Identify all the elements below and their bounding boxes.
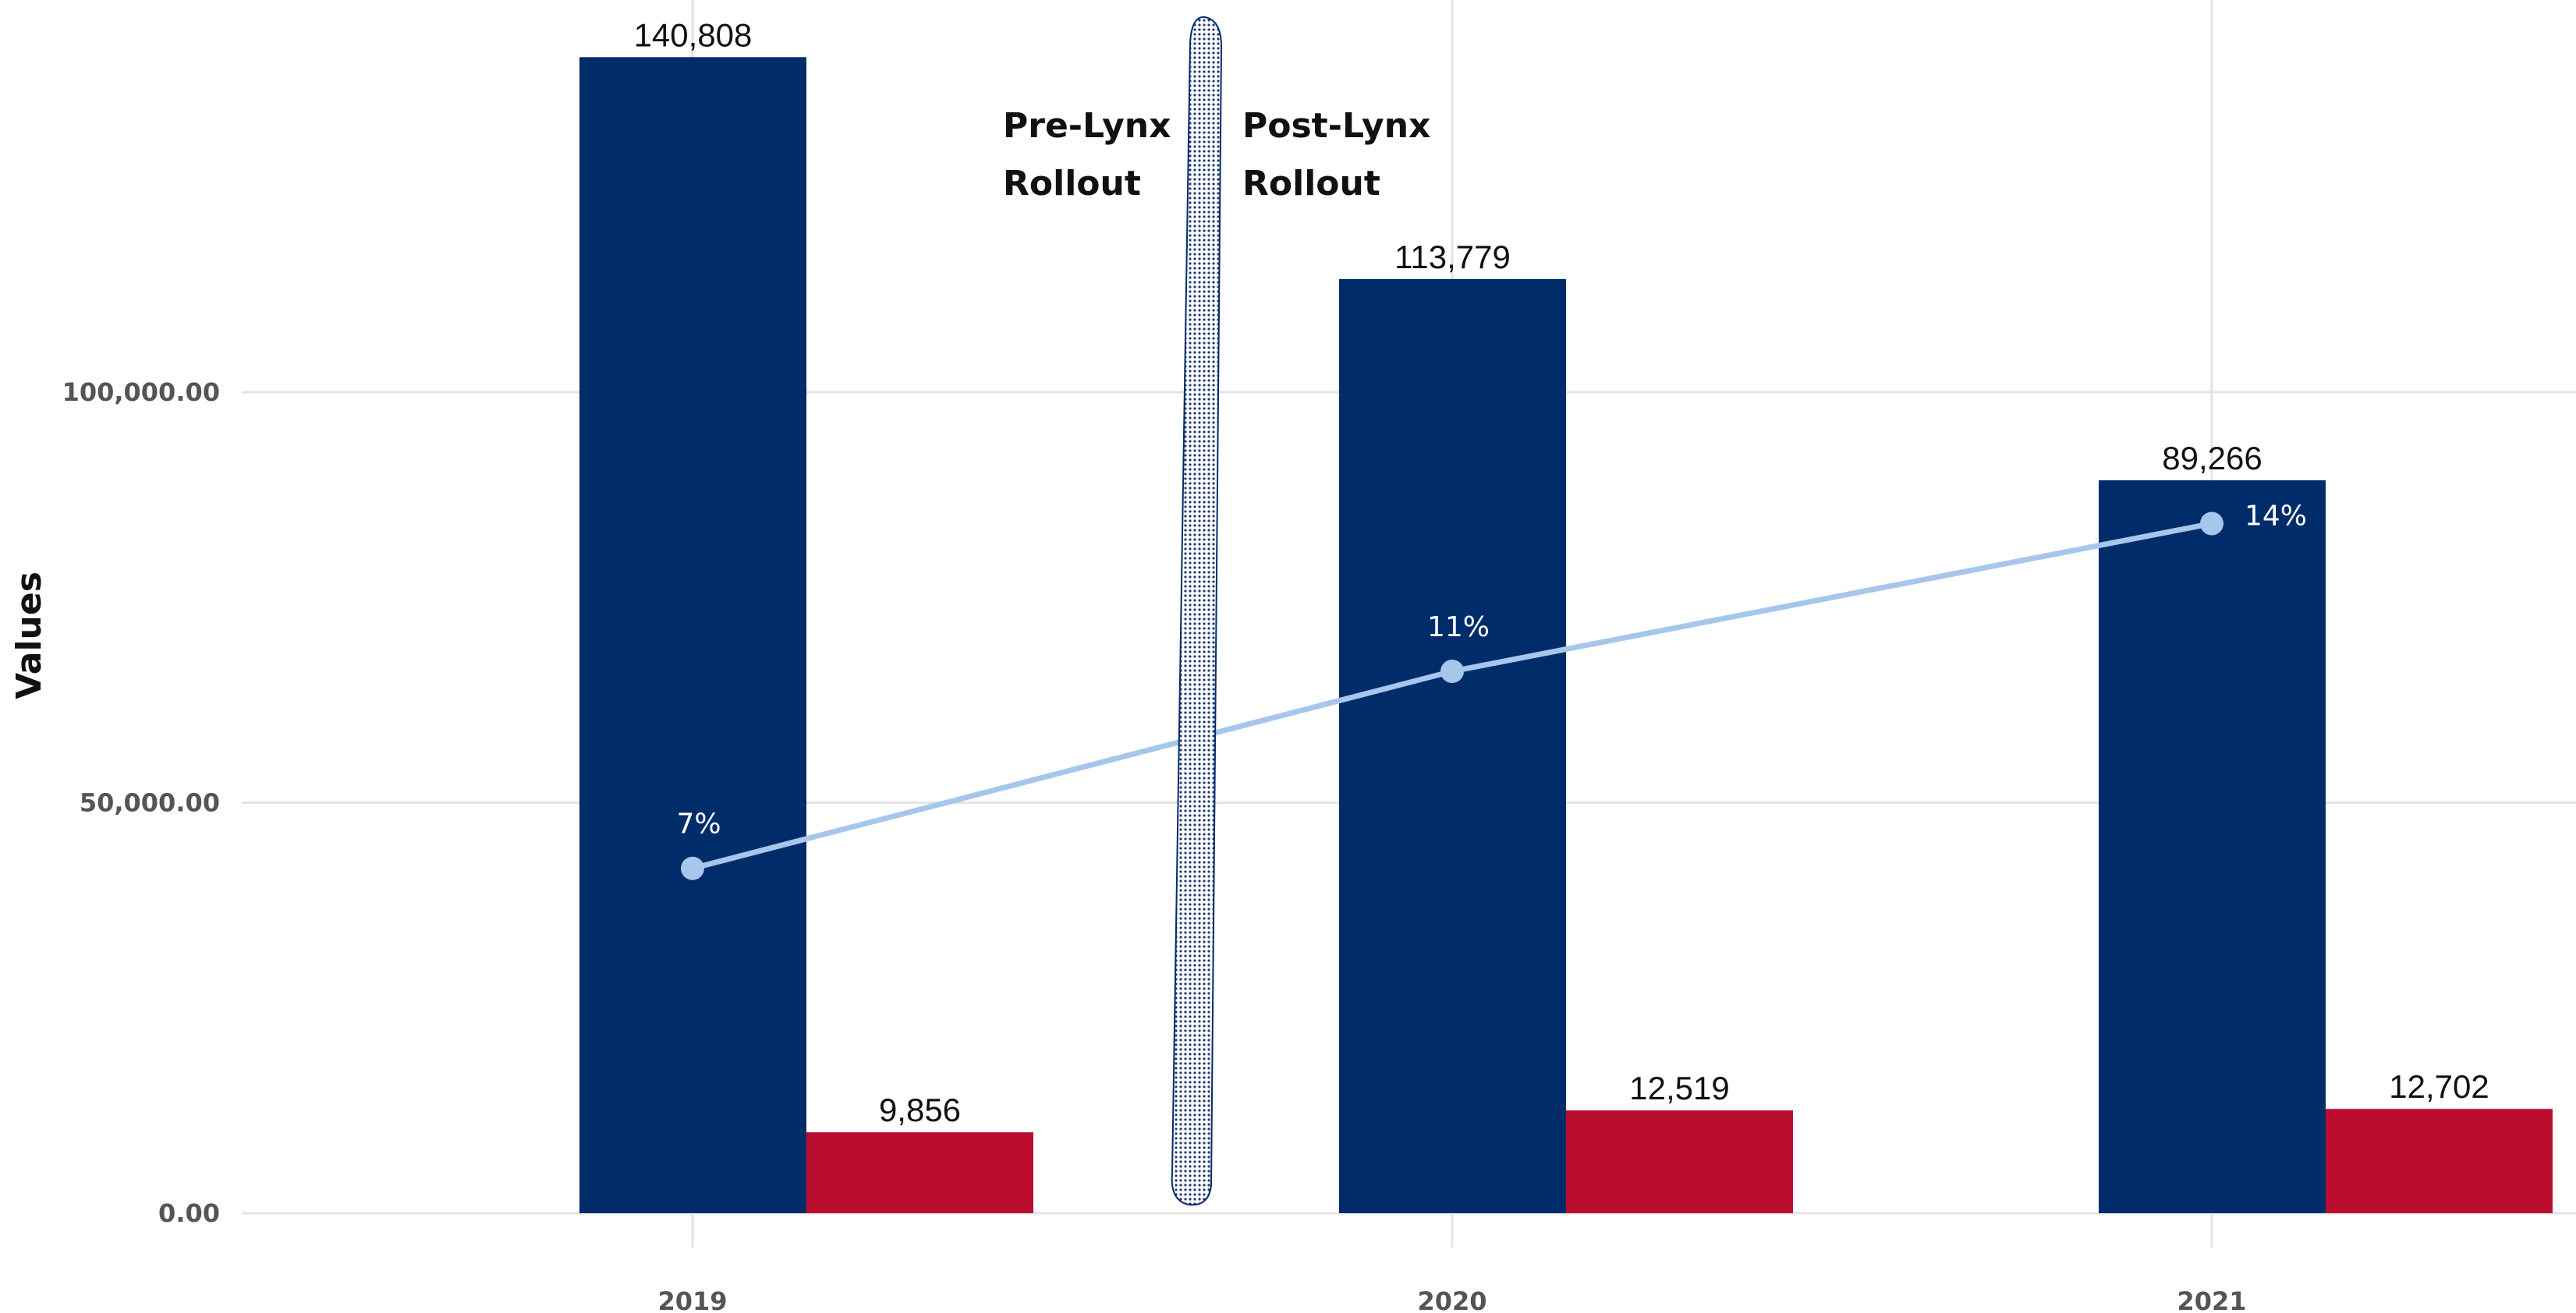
post-rollout-label: Rollout: [1242, 164, 1380, 203]
trend-value-label: 7%: [676, 809, 721, 841]
y-axis-title: Values: [9, 572, 49, 699]
trend-line: [681, 511, 2223, 880]
rollout-divider: [1171, 16, 1223, 1206]
bar-value-label: 9,856: [879, 1092, 961, 1128]
trend-value-label: 11%: [1427, 611, 1490, 643]
trend-point: [1440, 660, 1464, 684]
x-tick-label: 2020: [1417, 1286, 1486, 1313]
pre-rollout-label: Pre-Lynx: [1003, 106, 1171, 146]
bar-value-label: 12,519: [1629, 1070, 1729, 1106]
y-tick-label: 50,000.00: [80, 788, 220, 818]
bar: [1566, 1110, 1793, 1213]
trend-point: [681, 856, 704, 880]
rollout-annotation: Pre-Lynx Rollout Post-Lynx Rollout: [1003, 16, 1430, 1206]
bar: [1339, 278, 1566, 1214]
labels: 140,808 113,779 89,266 9,856 12,519 12,702 7% 1…: [634, 16, 2489, 1128]
bar-value-label: 12,702: [2389, 1068, 2489, 1105]
trend-value-label: 14%: [2245, 500, 2307, 532]
bar: [806, 1132, 1033, 1213]
bar-value-label: 89,266: [2162, 440, 2262, 476]
x-tick-label: 2019: [657, 1286, 727, 1313]
bar-value-label: 113,779: [1394, 239, 1511, 275]
pre-rollout-label: Rollout: [1003, 164, 1141, 203]
bar: [2326, 1109, 2553, 1213]
bar: [2099, 480, 2326, 1213]
bars: [579, 57, 2553, 1214]
bar-value-label: 140,808: [634, 16, 753, 53]
y-tick-label: 0.00: [158, 1198, 220, 1228]
trend-point: [2200, 511, 2223, 536]
bar: [579, 57, 806, 1214]
post-rollout-label: Post-Lynx: [1242, 106, 1430, 146]
x-tick-label: 2021: [2177, 1286, 2246, 1313]
y-tick-label: 100,000.00: [62, 377, 220, 407]
